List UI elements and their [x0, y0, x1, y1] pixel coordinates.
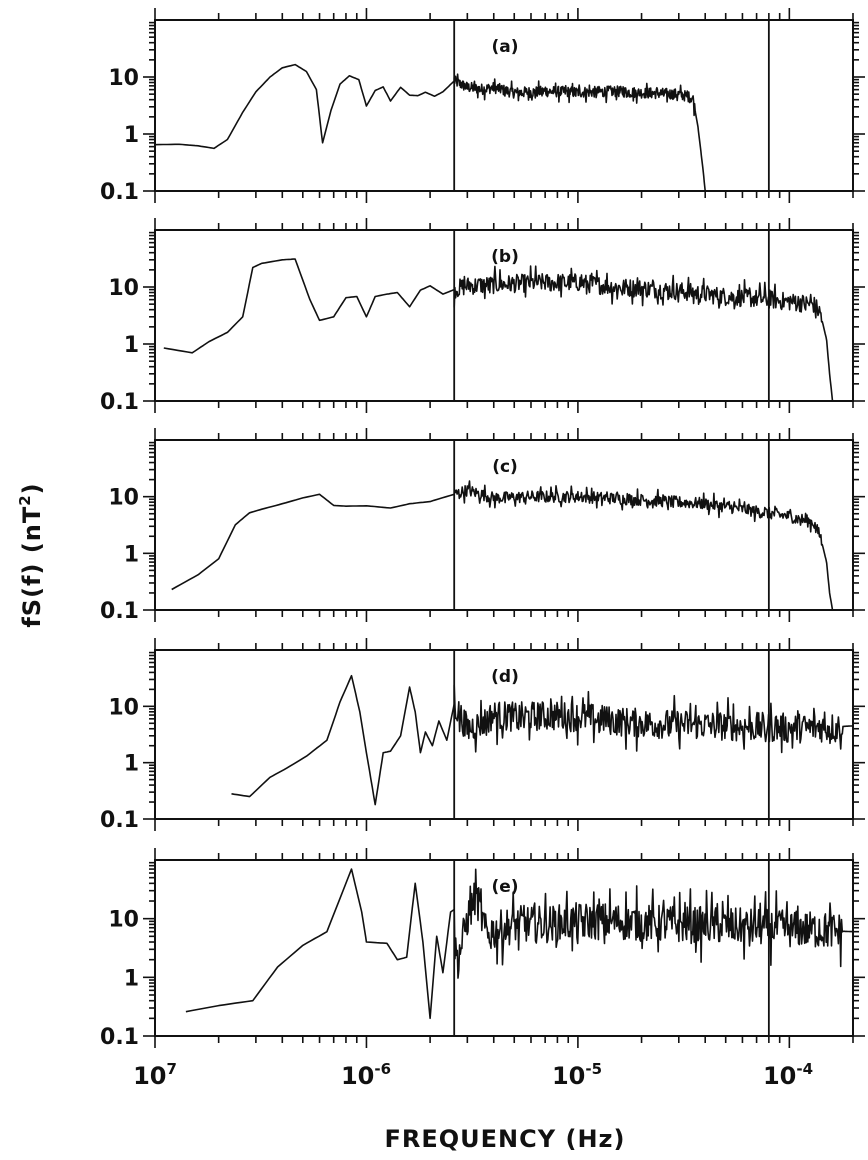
spectrum-line [155, 63, 706, 192]
y-tick-label-10: 10 [108, 695, 139, 720]
x-tick-label-1e-5: 10-5 [552, 1060, 602, 1090]
x-tick-label-1e-4: 10-4 [763, 1060, 813, 1090]
panel-frame [154, 859, 854, 1037]
y-tick-label-0_1: 0.1 [100, 1025, 139, 1050]
y-tick-label-1: 1 [124, 966, 139, 991]
y-tick-label-1: 1 [124, 752, 139, 777]
spectrum-line [185, 868, 853, 1020]
y-axis-title: fS(f) (nT2) [16, 482, 46, 627]
panel-d: 0.1 1 10 (d) [100, 638, 865, 833]
y-tick-label-0_1: 0.1 [100, 180, 139, 205]
y-tick-label-1: 1 [124, 333, 139, 358]
spectrum-line [163, 258, 834, 402]
x-axis-title: FREQUENCY (Hz) [385, 1125, 626, 1153]
panel-a: 0.1 1 10 (a) [100, 8, 865, 205]
y-tick-label-10: 10 [108, 908, 139, 933]
panel-frame [154, 19, 854, 192]
y-tick-label-10: 10 [108, 66, 139, 91]
panel-frame [154, 649, 854, 820]
spectrum-line [231, 674, 853, 806]
y-tick-label-10: 10 [108, 276, 139, 301]
panel-label: (b) [491, 247, 519, 267]
x-tick-label-1e-7: 107 [133, 1060, 177, 1090]
panel-label: (a) [491, 37, 518, 57]
y-tick-label-10: 10 [108, 486, 139, 511]
panels-group: 0.1 1 10 (a) 0.1 1 10 (b) 0.1 1 10 (c) 0.1 1 10 (d) 0.1 1… [100, 8, 865, 1050]
panel-label: (c) [492, 457, 518, 477]
x-tick-labels: 107 10-6 10-5 10-4 [133, 1060, 813, 1090]
y-tick-label-0_1: 0.1 [100, 808, 139, 833]
panel-e: 0.1 1 10 (e) [100, 848, 865, 1050]
y-tick-label-1: 1 [124, 542, 139, 567]
y-tick-label-0_1: 0.1 [100, 390, 139, 415]
spectrum-line [171, 480, 834, 611]
panel-label: (e) [491, 877, 518, 897]
panel-b: 0.1 1 10 (b) [100, 218, 865, 415]
y-tick-label-0_1: 0.1 [100, 599, 139, 624]
y-tick-label-1: 1 [124, 123, 139, 148]
panel-frame [154, 229, 854, 402]
x-tick-label-1e-6: 10-6 [341, 1060, 391, 1090]
panel-label: (d) [491, 667, 519, 687]
panel-c: 0.1 1 10 (c) [100, 428, 865, 624]
panel-frame [154, 439, 854, 611]
